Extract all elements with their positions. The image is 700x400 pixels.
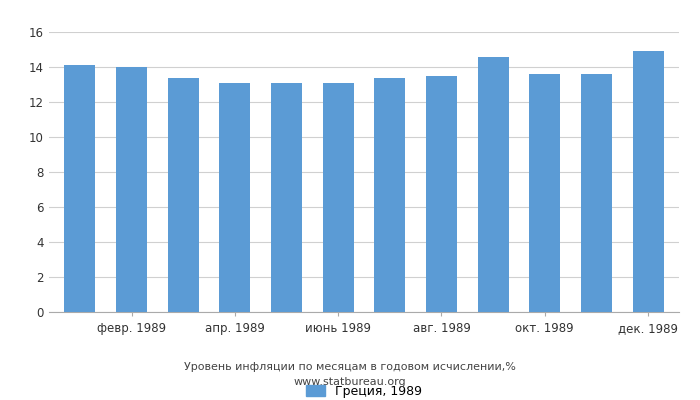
Bar [477, 56, 509, 312]
Text: Уровень инфляции по месяцам в годовом исчислении,%: Уровень инфляции по месяцам в годовом ис… [184, 362, 516, 372]
Bar [529, 74, 560, 312]
Bar [271, 83, 302, 312]
Bar [323, 83, 354, 312]
Text: www.statbureau.org: www.statbureau.org [294, 377, 406, 387]
Bar [374, 78, 405, 312]
Legend: Греция, 1989: Греция, 1989 [301, 380, 427, 400]
Bar [581, 74, 612, 312]
Bar [219, 83, 251, 312]
Bar [633, 51, 664, 312]
Bar [168, 78, 199, 312]
Bar [426, 76, 457, 312]
Bar [116, 67, 147, 312]
Bar [64, 65, 95, 312]
